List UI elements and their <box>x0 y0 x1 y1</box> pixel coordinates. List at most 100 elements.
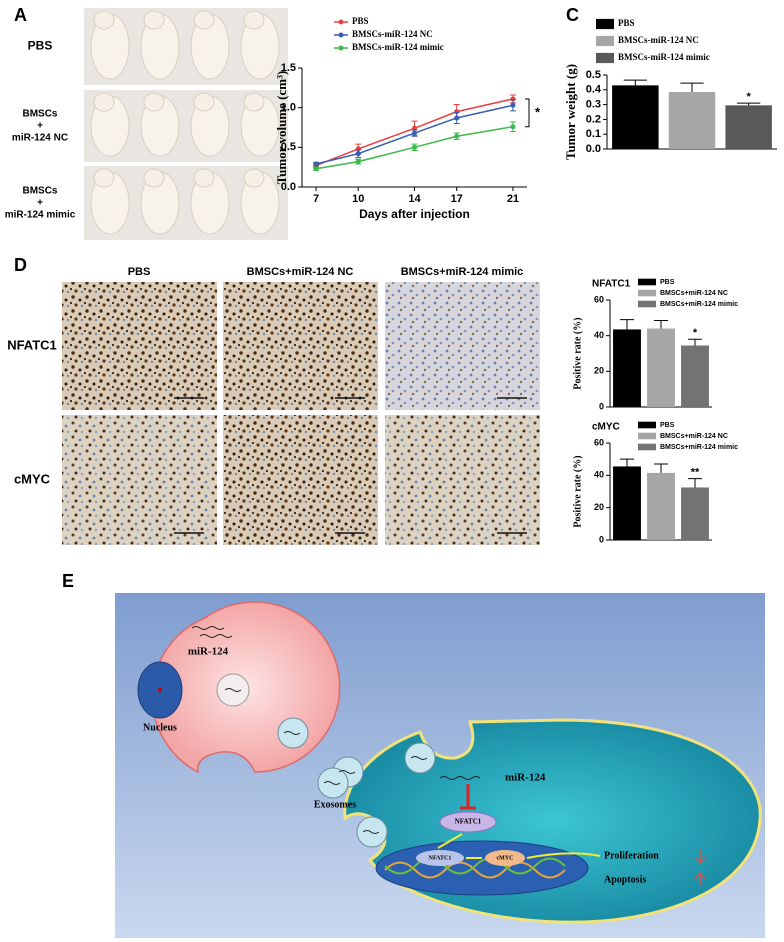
panel-label: C <box>566 5 579 25</box>
data-point <box>412 144 417 150</box>
row-label: BMSCs <box>22 186 57 197</box>
arrow <box>437 833 463 849</box>
legend-label: BMSCs+miR-124 NC <box>660 433 728 440</box>
legend-swatch <box>638 278 656 286</box>
y-tick-label: 1.0 <box>281 102 296 114</box>
y-tick-label: 1.5 <box>281 62 296 74</box>
down-arrow <box>694 850 706 865</box>
mirna <box>283 731 301 735</box>
exosome <box>356 816 388 848</box>
up-arrow <box>694 871 706 886</box>
mouse-head <box>243 168 265 188</box>
nucleolus <box>158 688 162 692</box>
row-label: PBS <box>28 39 53 53</box>
mouse-head <box>93 92 115 112</box>
y-tick-label: 0.1 <box>586 128 601 140</box>
legend-label: BMSCs+miR-124 mimic <box>660 444 738 451</box>
column-label: BMSCs+miR-124 NC <box>247 266 354 278</box>
annotation: * <box>535 104 541 119</box>
error-bar <box>623 79 647 86</box>
nfatc1-protein <box>439 811 497 833</box>
annotation: * <box>693 327 698 339</box>
micrograph <box>385 415 540 545</box>
exosomes <box>277 717 436 848</box>
diagram-label: NFATC1 <box>455 818 482 826</box>
diagram-label: cMYC <box>497 855 514 861</box>
y-tick-label: 20 <box>594 502 604 512</box>
recipient-nucleus <box>375 840 589 896</box>
nfatc1-protein <box>416 850 464 866</box>
legend-label: PBS <box>660 279 675 286</box>
diagram-label: Nucleus <box>143 722 177 733</box>
bar <box>681 487 709 540</box>
legend-swatch <box>596 18 614 30</box>
x-tick-label: 14 <box>408 193 421 205</box>
error-bar <box>688 478 702 488</box>
legend-swatch <box>638 300 656 308</box>
row-label: cMYC <box>14 471 51 486</box>
legend-swatch <box>638 421 656 429</box>
mouse-head <box>143 10 165 30</box>
panel-label: A <box>14 5 27 25</box>
data-point <box>313 166 319 172</box>
data-point <box>355 159 361 165</box>
legend-label: BMSCs+miR-124 NC <box>660 290 728 297</box>
error-bar <box>654 463 668 473</box>
legend-label: BMSCs-miR-124 mimic <box>618 52 710 62</box>
dna <box>384 861 566 879</box>
legend-label: BMSCs+miR-124 mimic <box>660 301 738 308</box>
x-tick-label: 17 <box>451 193 463 205</box>
error-bar <box>737 102 761 106</box>
legend-label: PBS <box>618 18 635 28</box>
mouse-head <box>143 92 165 112</box>
bar <box>613 466 641 540</box>
y-tick-label: 0.5 <box>281 141 296 153</box>
error-bar <box>654 320 668 329</box>
bar <box>681 345 709 407</box>
y-tick-label: 0 <box>599 401 604 411</box>
exosome <box>317 767 349 799</box>
mirna <box>439 776 481 780</box>
diagram-label: NFATC1 <box>429 855 452 861</box>
row-label: miR-124 mimic <box>5 210 76 221</box>
bar <box>668 92 716 149</box>
significance-bracket <box>525 98 530 128</box>
y-axis-label: Positive rate (%) <box>572 455 583 527</box>
legend-marker <box>338 45 344 51</box>
mouse-head <box>93 168 115 188</box>
legend-marker <box>338 32 344 38</box>
diagram-label: Apoptosis <box>604 874 646 885</box>
legend-swatch <box>638 432 656 440</box>
y-tick-label: 0.0 <box>586 143 601 155</box>
y-tick-label: 40 <box>594 470 604 480</box>
y-tick-label: 0.2 <box>586 113 601 125</box>
bar <box>647 328 675 407</box>
error-bar <box>680 82 704 93</box>
y-tick-label: 0.4 <box>586 84 602 96</box>
legend-swatch <box>638 289 656 297</box>
mouse-head <box>193 10 215 30</box>
row-label: BMSCs <box>22 109 57 120</box>
micrograph <box>223 282 378 410</box>
micrograph <box>385 282 540 410</box>
bar <box>612 85 659 149</box>
mirna <box>191 626 225 630</box>
legend-swatch <box>638 443 656 451</box>
data-point <box>454 133 460 139</box>
x-axis-label: Days after injection <box>359 207 470 221</box>
arrow <box>526 852 601 859</box>
data-point <box>454 115 460 121</box>
row-label: + <box>37 198 43 209</box>
row-label: NFATC1 <box>7 337 57 352</box>
error-bar <box>620 458 634 467</box>
cmyc-protein <box>485 850 525 866</box>
x-tick-label: 21 <box>507 193 519 205</box>
micrograph <box>223 415 378 545</box>
x-tick-label: 7 <box>313 193 319 205</box>
legend-swatch <box>596 35 614 47</box>
row-label: miR-124 NC <box>12 133 68 144</box>
diagram-label: miR-124 <box>505 772 546 784</box>
mirna <box>410 756 428 760</box>
